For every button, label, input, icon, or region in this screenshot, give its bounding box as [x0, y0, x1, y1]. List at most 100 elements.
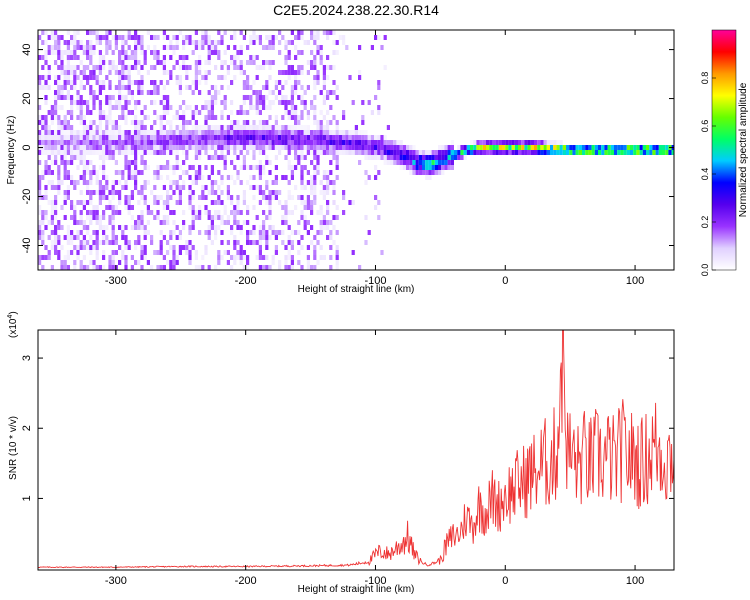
spectrogram-cell — [284, 105, 288, 110]
spectrogram-cell — [178, 200, 182, 205]
spectrogram-cell — [188, 250, 192, 255]
spectrogram-cell — [153, 35, 157, 40]
spectrogram-cell — [108, 45, 112, 50]
spectrogram-cell — [290, 40, 294, 45]
spectrogram-cell — [294, 130, 298, 135]
spectrogram-cell — [191, 40, 195, 45]
spectrogram-cell — [150, 240, 154, 245]
spectrogram-cell — [646, 145, 650, 150]
spectrogram-cell — [441, 155, 445, 160]
spectrogram-cell — [306, 135, 310, 140]
spectrogram-cell — [82, 150, 86, 155]
spectrogram-cell — [476, 150, 480, 155]
spectrogram-cell — [358, 160, 362, 165]
spectrogram-cell — [274, 145, 278, 150]
spectrogram-cell — [89, 75, 93, 80]
spectrogram-cell — [130, 195, 134, 200]
spectrogram-cell — [118, 210, 122, 215]
spectrogram-cell — [66, 195, 70, 200]
spectrogram-cell — [425, 165, 429, 170]
spectrogram-cell — [662, 150, 666, 155]
spectrogram-cell — [166, 150, 170, 155]
spectrogram-cell — [450, 155, 454, 160]
spectrogram-cell — [105, 35, 109, 40]
spectrogram-cell — [95, 240, 99, 245]
spectrogram-cell — [41, 235, 45, 240]
spectrogram-cell — [79, 135, 83, 140]
spectrogram-cell — [258, 125, 262, 130]
spectrogram-cell — [140, 265, 144, 270]
spectrogram-cell — [297, 240, 301, 245]
spectrogram-cell — [137, 140, 141, 145]
spectrogram-cell — [546, 150, 550, 155]
spectrogram-cell — [118, 115, 122, 120]
spectrogram-cell — [60, 35, 64, 40]
spectrogram-cell — [127, 165, 131, 170]
spectrogram-cell — [73, 185, 77, 190]
spectrogram-cell — [284, 265, 288, 270]
spectrogram-cell — [108, 110, 112, 115]
spectrogram-cell — [268, 135, 272, 140]
spectrogram-cell — [319, 145, 323, 150]
spectrogram-cell — [425, 155, 429, 160]
spectrogram-cell — [82, 145, 86, 150]
spectrogram-cell — [278, 70, 282, 75]
spectrogram-cell — [278, 50, 282, 55]
spectrogram-cell — [204, 150, 208, 155]
spectrogram-cell — [146, 230, 150, 235]
spectrogram-cell — [319, 150, 323, 155]
spectrogram-cell — [300, 50, 304, 55]
spectrogram-cell — [505, 140, 509, 145]
spectrogram-cell — [226, 240, 230, 245]
spectrogram-cell — [98, 165, 102, 170]
spectrogram-cell — [335, 145, 339, 150]
spectrogram-cell — [486, 145, 490, 150]
spectrogram-cell — [194, 265, 198, 270]
spectrogram-cell — [137, 215, 141, 220]
spectrogram-cell — [162, 105, 166, 110]
spectrogram-cell — [130, 95, 134, 100]
spectrogram-cell — [290, 255, 294, 260]
spectrogram-cell — [319, 125, 323, 130]
spectrogram-cell — [146, 210, 150, 215]
spectrogram-cell — [313, 170, 317, 175]
spectrogram-cell — [226, 175, 230, 180]
spectrogram-cell — [162, 220, 166, 225]
spectrogram-cell — [223, 155, 227, 160]
spectrogram-cell — [364, 155, 368, 160]
spectrogram-cell — [255, 105, 259, 110]
spectrogram-cell — [262, 130, 266, 135]
spectrogram-cell — [140, 160, 144, 165]
spectrogram-cell — [265, 140, 269, 145]
spectrogram-cell — [639, 150, 643, 155]
spectrogram-cell — [332, 240, 336, 245]
spectrogram-cell — [162, 145, 166, 150]
spectrogram-cell — [76, 90, 80, 95]
spectrogram-cell — [220, 85, 224, 90]
spectrogram-cell — [140, 65, 144, 70]
spectrogram-cell — [310, 150, 314, 155]
spectrogram-cell — [386, 145, 390, 150]
spectrogram-cell — [150, 130, 154, 135]
spectrogram-cell — [172, 150, 176, 155]
spectrogram-cell — [306, 60, 310, 65]
spectrogram-cell — [268, 160, 272, 165]
spectrogram-cell — [66, 95, 70, 100]
spectrogram-cell — [230, 110, 234, 115]
spectrogram-cell — [111, 250, 115, 255]
spectrogram-cell — [313, 110, 317, 115]
spectrogram-cell — [204, 140, 208, 145]
spectrogram-cell — [114, 125, 118, 130]
spectrogram-cell — [82, 115, 86, 120]
spectrogram-cell — [102, 170, 106, 175]
spectrogram-cell — [258, 35, 262, 40]
spectrogram-cell — [127, 140, 131, 145]
spectrogram-cell — [95, 30, 99, 35]
spectrogram-cell — [220, 125, 224, 130]
spectrogram-cell — [287, 160, 291, 165]
x-tick-label: -100 — [364, 575, 386, 587]
spectrogram-cell — [210, 155, 214, 160]
spectrogram-cell — [310, 130, 314, 135]
spectrogram-cell — [86, 45, 90, 50]
spectrogram-cell — [393, 160, 397, 165]
